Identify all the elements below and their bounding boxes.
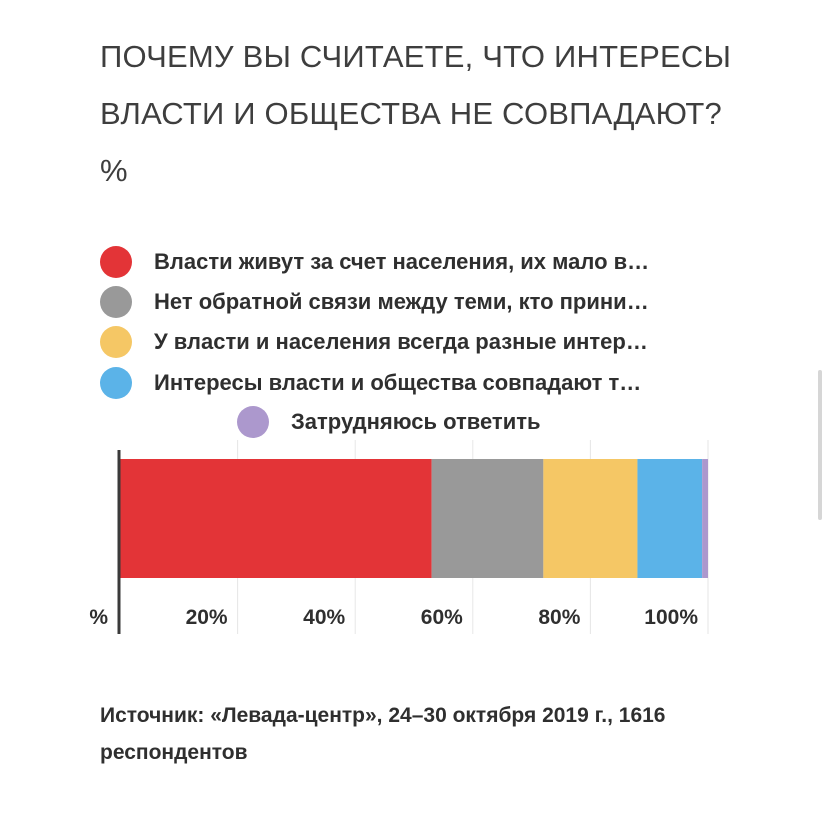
bar-segment-4[interactable] bbox=[637, 459, 703, 578]
x-tick-label: 100% bbox=[644, 606, 698, 629]
source-note: Источник: «Левада-центр», 24–30 октября … bbox=[100, 704, 666, 764]
legend-item-5[interactable]: Затрудняюсь ответить bbox=[237, 406, 541, 438]
scrollbar[interactable] bbox=[818, 370, 822, 520]
legend-item-1[interactable]: Власти живут за счет населения, их мало … bbox=[100, 246, 649, 278]
x-tick-label: % bbox=[89, 606, 108, 629]
legend-item-2[interactable]: Нет обратной связи между теми, кто прини… bbox=[100, 286, 649, 318]
legend-item-4[interactable]: Интересы власти и общества совпадают т… bbox=[100, 367, 641, 399]
x-tick-label: 60% bbox=[421, 606, 463, 629]
legend-label: Власти живут за счет населения, их мало … bbox=[154, 249, 650, 274]
legend-label: У власти и населения всегда разные интер… bbox=[154, 329, 648, 354]
x-tick-label: 80% bbox=[538, 606, 580, 629]
chart-title: ПОЧЕМУ ВЫ СЧИТАЕТЕ, ЧТО ИНТЕРЕСЫ ВЛАСТИ … bbox=[100, 39, 732, 188]
legend-swatch-blue bbox=[100, 367, 132, 399]
x-tick-label: 40% bbox=[303, 606, 345, 629]
legend-label: Интересы власти и общества совпадают т… bbox=[154, 370, 642, 395]
stacked-bar-chart: % 20% 40% 60% 80% 100% bbox=[89, 440, 709, 634]
bar-segment-1[interactable] bbox=[120, 459, 432, 578]
bar-segment-5[interactable] bbox=[702, 459, 708, 578]
x-tick-label: 20% bbox=[186, 606, 228, 629]
legend-swatch-red bbox=[100, 246, 132, 278]
legend-label: Затрудняюсь ответить bbox=[291, 409, 541, 434]
bar-segment-3[interactable] bbox=[543, 459, 638, 578]
legend-swatch-yellow bbox=[100, 326, 132, 358]
legend-item-3[interactable]: У власти и населения всегда разные интер… bbox=[100, 326, 648, 358]
legend-label: Нет обратной связи между теми, кто прини… bbox=[154, 289, 649, 314]
legend-swatch-purple bbox=[237, 406, 269, 438]
bar-segment-2[interactable] bbox=[431, 459, 544, 578]
legend-swatch-gray bbox=[100, 286, 132, 318]
